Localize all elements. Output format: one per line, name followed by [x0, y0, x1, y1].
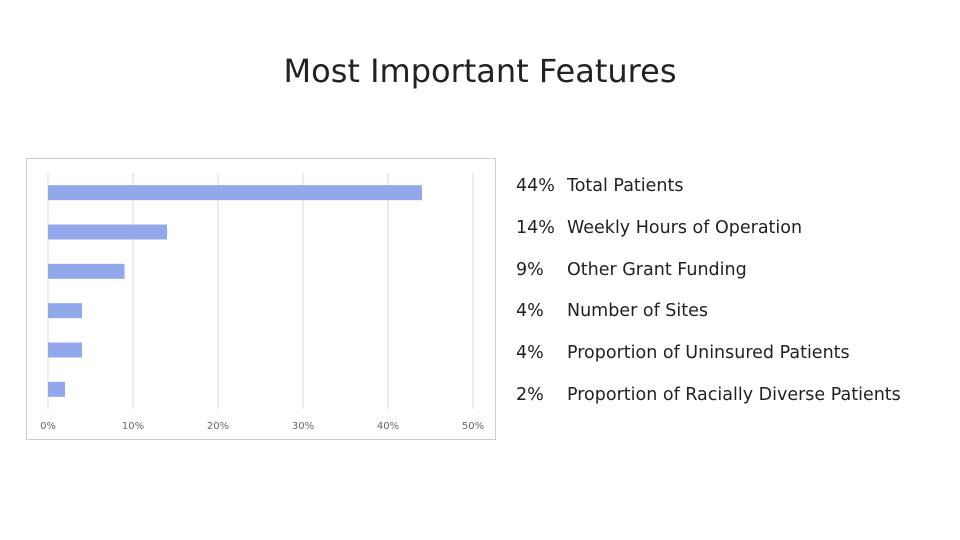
feature-item: 4% Proportion of Uninsured Patients [516, 343, 901, 385]
feature-percent: 14% [516, 217, 555, 238]
x-tick-label: 10% [122, 421, 144, 432]
feature-item: 4% Number of Sites [516, 301, 901, 343]
feature-item: 14% Weekly Hours of Operation [516, 218, 901, 260]
x-tick-label: 0% [40, 421, 56, 432]
feature-percent: 9% [516, 259, 544, 280]
x-tick-label: 40% [377, 421, 399, 432]
feature-label: Number of Sites [567, 301, 709, 322]
feature-percent: 44% [516, 176, 555, 196]
feature-label: Total Patients [567, 176, 684, 196]
bar [48, 381, 65, 397]
bar-chart: 0% 10% 20% 30% 40% 50% [26, 158, 496, 440]
feature-percent: 4% [516, 301, 544, 322]
feature-item: 2% Proportion of Racially Diverse Patient… [516, 385, 901, 427]
bar [48, 185, 422, 201]
x-tick-label: 20% [207, 421, 229, 432]
feature-percent: 2% [516, 384, 544, 405]
feature-label: Weekly Hours of Operation [567, 217, 803, 238]
feature-label: Proportion of Racially Diverse Patients [567, 384, 901, 405]
slide-title: Most Important Features [283, 52, 677, 90]
feature-item: 9% Other Grant Funding [516, 260, 901, 302]
feature-label: Other Grant Funding [567, 259, 747, 280]
x-tick-label: 50% [462, 421, 484, 432]
bar [48, 224, 167, 240]
feature-label: Proportion of Uninsured Patients [567, 343, 850, 364]
x-tick-label: 30% [292, 421, 314, 432]
feature-item: 44% Total Patients [516, 176, 901, 218]
bar [48, 303, 82, 319]
bar [48, 342, 82, 358]
bar [48, 263, 125, 279]
bar-chart-svg: 0% 10% 20% 30% 40% 50% [40, 173, 484, 432]
feature-percent: 4% [516, 343, 544, 364]
feature-list: 44% Total Patients 14% Weekly Hours of Oper… [516, 176, 901, 427]
